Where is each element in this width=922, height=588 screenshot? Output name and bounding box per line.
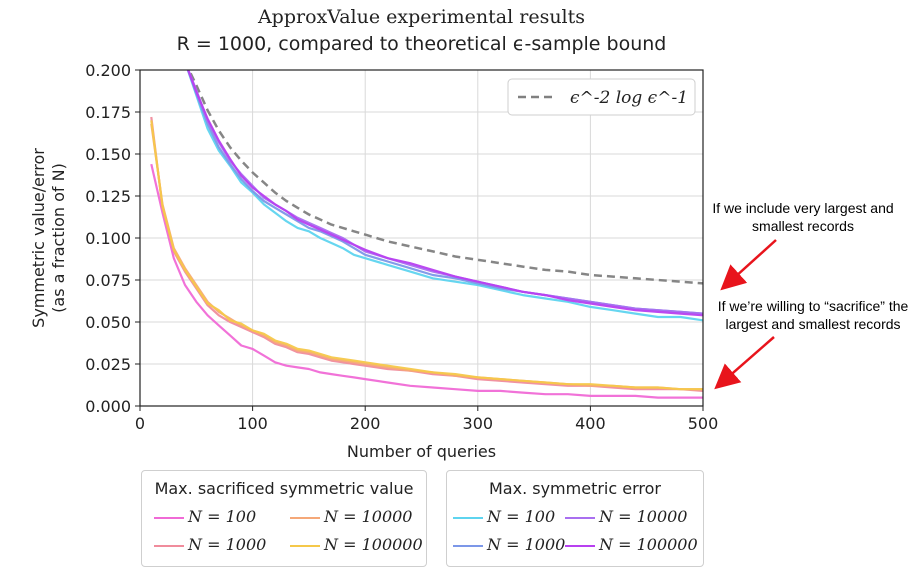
bound-legend: ϵ^-2 log ϵ^-1 — [507, 78, 696, 116]
series-line-bound--2-log-1 — [187, 70, 703, 285]
y-tick-label: 0.200 — [85, 61, 131, 80]
y-tick-label: 0.125 — [85, 187, 131, 206]
legend-label: N = 1000 — [487, 535, 566, 554]
x-axis-label: Number of queries — [347, 442, 496, 461]
x-tick-label: 100 — [237, 414, 268, 433]
series-lines — [150, 70, 703, 399]
legend-error-title: Max. symmetric error — [489, 479, 661, 498]
legend-sacrificed-item: N = 10000 — [290, 507, 412, 526]
legend-label: N = 100000 — [324, 535, 423, 554]
legend-label: N = 10000 — [324, 507, 413, 526]
chart-title-line-2: R = 1000, compared to theoretical ϵ-samp… — [176, 33, 667, 55]
series-line-sacrificed-n-1000 — [150, 116, 703, 392]
annotation-lower: If we’re willing to “sacrifice” the larg… — [717, 298, 909, 332]
legend-swatch — [453, 544, 483, 547]
series-line-error-n-100 — [186, 70, 703, 322]
y-tick-label: 0.025 — [85, 355, 131, 374]
legend-sacrificed-title: Max. sacrificed symmetric value — [154, 479, 414, 498]
y-tick-label: 0.050 — [85, 313, 131, 332]
y-tick-label: 0.075 — [85, 271, 131, 290]
legend-swatch — [453, 516, 483, 519]
legend-label: N = 100 — [188, 507, 257, 526]
legend-sacrificed: Max. sacrificed symmetric value N = 100 … — [141, 470, 427, 567]
legend-label: N = 1000 — [188, 535, 267, 554]
legend-error-item: N = 1000 — [453, 535, 565, 554]
y-axis-label: Symmetric value/error(as a fraction of N… — [29, 148, 68, 328]
legend-swatch — [290, 544, 320, 547]
x-tick-label: 300 — [463, 414, 494, 433]
x-tick-label: 200 — [350, 414, 381, 433]
y-tick-label: 0.150 — [85, 145, 131, 164]
annotation-upper: If we include very largest and smallest … — [712, 200, 894, 234]
plot-frame — [139, 69, 704, 407]
legend-sacrificed-item: N = 100 — [154, 507, 256, 526]
y-tick-label: 0.000 — [85, 397, 131, 416]
legend-error-item: N = 100000 — [565, 535, 698, 554]
bound-legend-label: ϵ^-2 log ϵ^-1 — [570, 88, 688, 108]
x-tick-label: 400 — [575, 414, 606, 433]
y-axis-label-line: (as a fraction of N) — [49, 163, 68, 313]
legend-swatch — [154, 516, 184, 519]
chart-title-line-1: ApproxValue experimental results — [257, 6, 586, 28]
legend-error-item: N = 10000 — [565, 507, 687, 526]
series-line-sacrificed-n-100 — [150, 163, 703, 399]
legend-label: N = 100 — [487, 507, 556, 526]
x-tick-label: 0 — [135, 414, 145, 433]
legend-swatch — [290, 516, 320, 519]
axes: 0 100 200 300 400 500 0.000 0.025 0.050 0.075 0.10… — [29, 61, 718, 461]
series-line-error-n-100000 — [186, 70, 703, 317]
y-tick-label: 0.100 — [85, 229, 131, 248]
x-tick-label: 500 — [688, 414, 719, 433]
legend-swatch — [565, 544, 595, 547]
legend-label: N = 100000 — [599, 535, 698, 554]
annotation-arrows — [714, 239, 777, 390]
y-axis-label-line: Symmetric value/error — [29, 148, 48, 328]
legend-sacrificed-item: N = 100000 — [290, 535, 423, 554]
bound-legend-box — [507, 78, 696, 116]
legend-swatch — [565, 516, 595, 519]
series-line-sacrificed-n-100000 — [150, 120, 703, 391]
legend-sacrificed-item: N = 1000 — [154, 535, 266, 554]
y-tick-label: 0.175 — [85, 103, 131, 122]
lower-annotation-arrow — [714, 336, 775, 390]
legend-error: Max. symmetric error N = 100 N = 10000 N… — [446, 470, 704, 567]
grid-lines — [139, 69, 704, 407]
upper-annotation-arrow — [720, 239, 777, 291]
legend-swatch — [154, 544, 184, 547]
legend-error-item: N = 100 — [453, 507, 555, 526]
legend-label: N = 10000 — [599, 507, 688, 526]
